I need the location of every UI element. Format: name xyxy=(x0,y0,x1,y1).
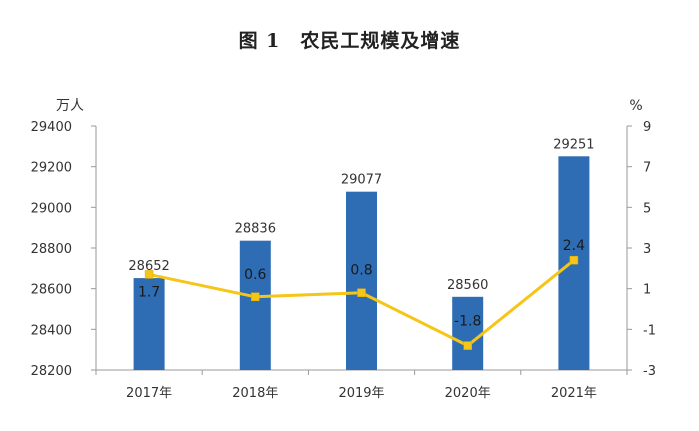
left-axis-tick-label: 28800 xyxy=(31,242,72,257)
bar xyxy=(239,240,271,370)
right-axis-unit: % xyxy=(629,98,642,114)
left-axis-tick-label: 29400 xyxy=(31,120,72,135)
right-axis-tick-label: -1 xyxy=(643,323,656,338)
x-axis-category-label: 2017年 xyxy=(126,386,172,401)
bar-value-label: 29077 xyxy=(341,173,382,188)
x-axis-category-label: 2018年 xyxy=(232,386,278,401)
bar xyxy=(452,296,484,370)
figure-number: 图 1 xyxy=(238,30,281,52)
bar xyxy=(346,191,377,370)
left-axis-tick-label: 29000 xyxy=(31,201,72,216)
left-axis-unit: 万人 xyxy=(56,98,84,114)
line-value-label: -1.8 xyxy=(454,314,481,330)
line-point xyxy=(569,255,579,265)
right-axis-tick-label: 1 xyxy=(643,283,651,298)
left-axis-tick-label: 29200 xyxy=(31,161,72,176)
line-point xyxy=(251,292,260,302)
right-axis-tick-label: 5 xyxy=(643,201,651,216)
x-axis-category-label: 2021年 xyxy=(551,386,597,401)
bar xyxy=(133,278,165,370)
x-axis-category-label: 2019年 xyxy=(338,386,384,401)
right-axis-tick-label: 7 xyxy=(643,161,651,176)
line-point xyxy=(463,341,472,350)
left-axis-tick-label: 28400 xyxy=(31,323,72,338)
line-point xyxy=(357,288,366,297)
figure-title: 图 1 农民工规模及增速 xyxy=(0,26,699,53)
left-axis-tick-label: 28600 xyxy=(31,283,72,298)
bar-value-label: 28836 xyxy=(235,222,276,237)
right-axis-tick-label: 9 xyxy=(643,120,651,135)
bar-value-label: 28560 xyxy=(447,278,488,293)
line-value-label: 1.7 xyxy=(138,284,160,300)
bar-value-label: 29251 xyxy=(553,137,594,152)
right-axis-tick-label: 3 xyxy=(643,242,651,257)
left-axis-tick-label: 28200 xyxy=(31,364,72,379)
bar-value-label: 28652 xyxy=(128,259,169,274)
x-axis-category-label: 2020年 xyxy=(445,386,491,401)
line-value-label: 2.4 xyxy=(563,238,585,254)
figure-title-text: 农民工规模及增速 xyxy=(300,30,461,52)
line-value-label: 0.8 xyxy=(350,263,372,279)
line-point xyxy=(144,270,154,279)
line-value-label: 0.6 xyxy=(244,267,266,283)
right-axis-tick-label: -3 xyxy=(643,364,656,379)
